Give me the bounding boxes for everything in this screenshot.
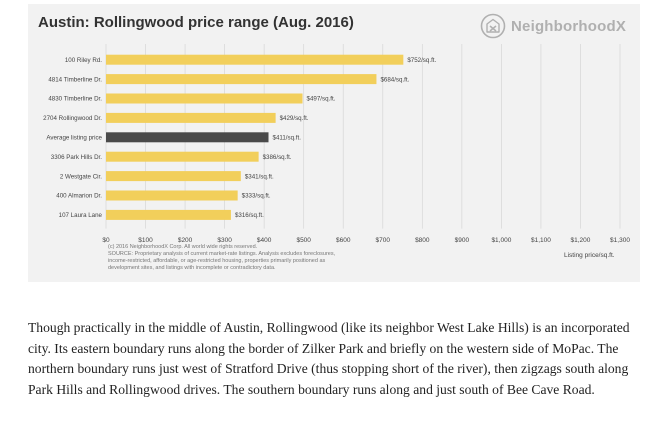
data-label: $341/sq.ft. — [245, 173, 274, 180]
data-label: $411/sq.ft. — [273, 135, 302, 142]
x-tick-label: $800 — [415, 237, 430, 244]
bar — [106, 93, 303, 104]
bar — [106, 171, 241, 182]
footnote-line: (c) 2016 NeighborhoodX Corp. All world w… — [108, 244, 258, 250]
bar — [106, 151, 259, 162]
category-label: 100 Riley Rd. — [65, 57, 102, 64]
x-tick-label: $700 — [376, 237, 391, 244]
category-label: 2704 Rollingwood Dr. — [43, 115, 102, 122]
x-tick-label: $500 — [296, 237, 311, 244]
brand: NeighborhoodX — [480, 12, 626, 40]
brand-name: NeighborhoodX — [511, 17, 627, 35]
bar — [106, 190, 238, 201]
bar — [106, 112, 276, 123]
x-tick-label: $200 — [178, 237, 193, 244]
x-tick-label: $100 — [138, 237, 153, 244]
data-label: $429/sq.ft. — [280, 115, 309, 122]
neighborhoodx-logo-icon — [480, 13, 506, 39]
x-tick-label: $1,200 — [571, 237, 591, 244]
x-tick-label: $1,000 — [491, 237, 511, 244]
chart-title: Austin: Rollingwood price range (Aug. 20… — [38, 14, 354, 31]
data-label: $333/sq.ft. — [242, 193, 271, 200]
footnote-line: income-restricted, affordable, or age-re… — [108, 258, 326, 264]
chart-footnote: (c) 2016 NeighborhoodX Corp. All world w… — [108, 244, 388, 272]
category-label: 4830 Timberline Dr. — [48, 96, 102, 103]
article-paragraph: Though practically in the middle of Aust… — [28, 320, 630, 397]
data-label: $497/sq.ft. — [307, 96, 336, 103]
data-label: $684/sq.ft. — [380, 76, 409, 83]
category-label: Average listing price — [46, 135, 102, 142]
chart-card — [28, 4, 640, 282]
x-tick-label: $300 — [217, 237, 232, 244]
bar — [106, 74, 377, 85]
x-tick-label: $900 — [455, 237, 470, 244]
category-label: 4814 Timberline Dr. — [48, 76, 102, 83]
x-tick-label: $1,100 — [531, 237, 551, 244]
x-tick-label: $0 — [102, 237, 110, 244]
x-tick-label: $400 — [257, 237, 272, 244]
category-label: 107 Laura Lane — [59, 212, 103, 219]
bars — [106, 54, 404, 220]
x-axis-label: Listing price/sq.ft. — [564, 252, 615, 259]
labels: $0 $100 $200 $300 $400 $500 $600 $700 $800 $900 $1… — [43, 57, 630, 244]
data-label: $752/sq.ft. — [407, 57, 436, 64]
category-label: 3306 Park Hills Dr. — [51, 154, 103, 161]
footnote-line: development sites, and listings with inc… — [108, 265, 276, 271]
data-label: $386/sq.ft. — [263, 154, 292, 161]
x-tick-label: $1,300 — [610, 237, 630, 244]
x-tick-label: $600 — [336, 237, 351, 244]
category-label: 2 Westgate Cir. — [60, 173, 102, 180]
bar — [106, 54, 404, 65]
category-label: 400 Almarion Dr. — [56, 193, 102, 200]
bar-chart: $0 $100 $200 $300 $400 $500 $600 $700 $800 $900 $1… — [43, 44, 630, 244]
data-label: $316/sq.ft. — [235, 212, 264, 219]
bar — [106, 209, 231, 220]
bar — [106, 132, 269, 143]
footnote-line: SOURCE: Proprietary analysis of current … — [108, 251, 336, 257]
